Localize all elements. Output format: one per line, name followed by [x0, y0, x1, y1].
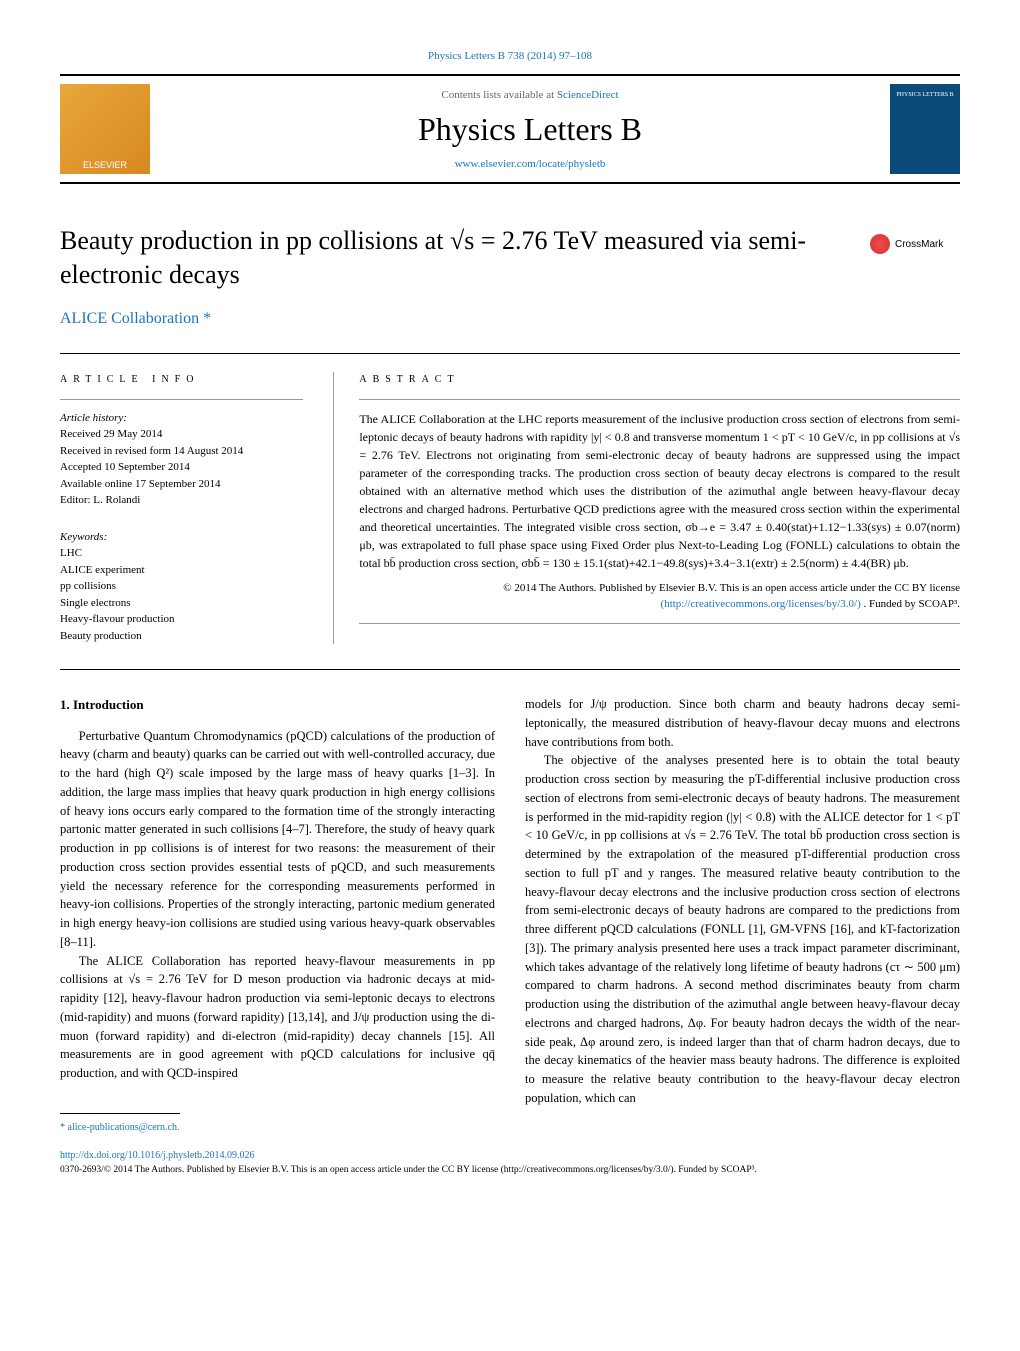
article-info-heading: ARTICLE INFO [60, 372, 303, 387]
article-title: Beauty production in pp collisions at √s… [60, 224, 850, 292]
revised-date: Received in revised form 14 August 2014 [60, 443, 303, 460]
column-left: 1. Introduction Perturbative Quantum Chr… [60, 695, 495, 1135]
journal-reference: Physics Letters B 738 (2014) 97–108 [60, 50, 960, 62]
body-paragraph: Perturbative Quantum Chromodynamics (pQC… [60, 727, 495, 952]
article-info-panel: ARTICLE INFO Article history: Received 2… [60, 372, 303, 645]
keyword: Single electrons [60, 595, 303, 612]
abstract-copyright: © 2014 The Authors. Published by Elsevie… [359, 580, 960, 613]
funded-text: . Funded by SCOAP³. [863, 598, 960, 610]
crossmark-label: CrossMark [895, 239, 943, 250]
info-abstract-row: ARTICLE INFO Article history: Received 2… [60, 353, 960, 645]
accepted-date: Accepted 10 September 2014 [60, 459, 303, 476]
journal-header: ELSEVIER Contents lists available at Sci… [60, 74, 960, 184]
keyword: LHC [60, 545, 303, 562]
body-paragraph: models for J/ψ production. Since both ch… [525, 695, 960, 751]
page-container: Physics Letters B 738 (2014) 97–108 ELSE… [0, 0, 1020, 1227]
journal-homepage-link[interactable]: www.elsevier.com/locate/physletb [170, 158, 890, 170]
contents-list-line: Contents lists available at ScienceDirec… [170, 89, 890, 101]
corresponding-email[interactable]: * alice-publications@cern.ch. [60, 1120, 495, 1135]
license-link[interactable]: (http://creativecommons.org/licenses/by/… [661, 598, 861, 610]
abstract-text: The ALICE Collaboration at the LHC repor… [359, 410, 960, 572]
body-divider [60, 669, 960, 670]
received-date: Received 29 May 2014 [60, 426, 303, 443]
journal-title: Physics Letters B [170, 111, 890, 148]
sciencedirect-link[interactable]: ScienceDirect [557, 89, 619, 101]
doi-link[interactable]: http://dx.doi.org/10.1016/j.physletb.201… [60, 1150, 960, 1161]
keyword: ALICE experiment [60, 562, 303, 579]
body-paragraph: The objective of the analyses presented … [525, 751, 960, 1107]
crossmark-icon [870, 234, 890, 254]
abstract-panel: ABSTRACT The ALICE Collaboration at the … [333, 372, 960, 645]
article-history-label: Article history: [60, 410, 303, 427]
elsevier-logo: ELSEVIER [60, 84, 150, 174]
bottom-copyright: 0370-2693/© 2014 The Authors. Published … [60, 1164, 960, 1177]
online-date: Available online 17 September 2014 [60, 476, 303, 493]
title-section: Beauty production in pp collisions at √s… [60, 224, 960, 292]
body-paragraph: The ALICE Collaboration has reported hea… [60, 952, 495, 1083]
editor-line: Editor: L. Rolandi [60, 492, 303, 509]
abstract-heading: ABSTRACT [359, 372, 960, 387]
contents-prefix: Contents lists available at [441, 89, 556, 101]
keyword: pp collisions [60, 578, 303, 595]
keywords-label: Keywords: [60, 529, 303, 546]
crossmark-badge[interactable]: CrossMark [870, 229, 960, 259]
elsevier-logo-text: ELSEVIER [83, 160, 127, 170]
journal-cover-thumbnail: PHYSICS LETTERS B [890, 84, 960, 174]
footnote-separator [60, 1113, 180, 1114]
keyword: Beauty production [60, 628, 303, 645]
copyright-text: © 2014 The Authors. Published by Elsevie… [503, 582, 960, 594]
author-line[interactable]: ALICE Collaboration * [60, 310, 960, 328]
header-center: Contents lists available at ScienceDirec… [170, 89, 890, 170]
cover-text: PHYSICS LETTERS B [896, 92, 953, 98]
body-columns: 1. Introduction Perturbative Quantum Chr… [60, 695, 960, 1135]
section-heading: 1. Introduction [60, 695, 495, 715]
keyword: Heavy-flavour production [60, 611, 303, 628]
column-right: models for J/ψ production. Since both ch… [525, 695, 960, 1135]
